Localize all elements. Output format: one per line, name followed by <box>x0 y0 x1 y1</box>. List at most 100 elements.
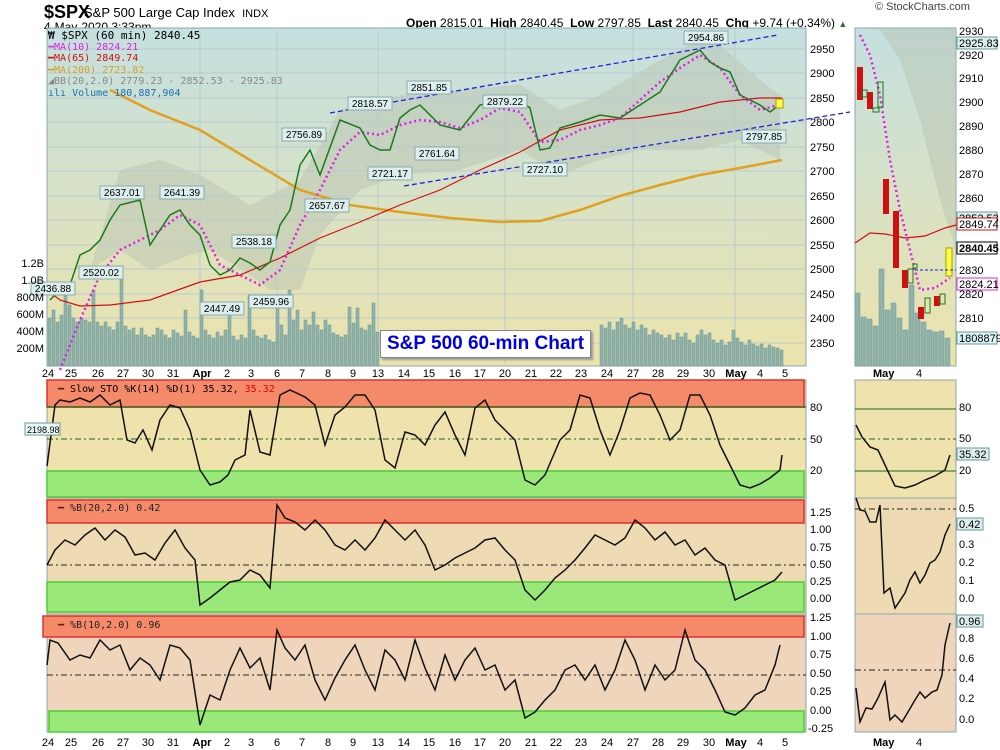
svg-text:0.8: 0.8 <box>959 633 974 645</box>
svg-text:6: 6 <box>274 368 280 380</box>
legend-volume: ılı Volume 180,887,904 <box>48 87 181 99</box>
legend-ma200: ━MA(200) 2723.82 <box>48 64 145 76</box>
svg-text:13: 13 <box>372 368 384 380</box>
svg-text:24: 24 <box>42 737 54 749</box>
svg-text:8: 8 <box>325 737 331 749</box>
svg-text:27: 27 <box>117 737 129 749</box>
svg-text:May: May <box>873 737 895 749</box>
svg-text:2700: 2700 <box>810 166 834 178</box>
svg-text:2650: 2650 <box>810 191 834 203</box>
svg-text:2860: 2860 <box>959 193 983 205</box>
svg-text:80: 80 <box>810 402 822 414</box>
svg-text:0.2: 0.2 <box>959 693 974 705</box>
svg-text:May: May <box>725 737 747 749</box>
svg-text:2761.64: 2761.64 <box>419 149 456 160</box>
svg-text:31: 31 <box>167 368 179 380</box>
svg-text:4: 4 <box>757 368 763 380</box>
svg-text:200M: 200M <box>16 343 44 355</box>
pb10-panel: ━ %B(10,2.0) 0.96 1.25 1.00 0.75 0.50 0.25… <box>42 612 833 735</box>
svg-text:7: 7 <box>299 737 305 749</box>
svg-text:400M: 400M <box>16 326 44 338</box>
svg-text:2447.49: 2447.49 <box>204 304 241 315</box>
svg-text:0.42: 0.42 <box>959 519 980 531</box>
svg-text:20: 20 <box>810 465 822 477</box>
svg-text:May: May <box>725 368 747 380</box>
svg-text:2870: 2870 <box>959 169 983 181</box>
svg-text:2: 2 <box>224 737 230 749</box>
svg-text:21: 21 <box>525 368 537 380</box>
up-triangle-icon: ▲ <box>838 19 848 29</box>
svg-text:2800: 2800 <box>810 117 834 129</box>
svg-text:2459.96: 2459.96 <box>253 297 290 308</box>
sto-label: ━ Slow STO %K(14) %D(1) 35.32, 35.32 <box>57 384 275 395</box>
svg-text:29: 29 <box>677 368 689 380</box>
svg-text:2920: 2920 <box>959 50 983 62</box>
bands-icon: ◢ <box>48 76 55 87</box>
svg-text:1.0B: 1.0B <box>21 275 44 287</box>
svg-text:0.4: 0.4 <box>959 673 974 685</box>
svg-text:2930: 2930 <box>959 26 983 38</box>
svg-text:2849.74: 2849.74 <box>959 219 999 231</box>
svg-text:14: 14 <box>398 368 410 380</box>
legend-price: ₩ $SPX (60 min) 2840.45 <box>48 29 201 42</box>
svg-text:27: 27 <box>627 368 639 380</box>
svg-text:Apr: Apr <box>193 368 213 380</box>
svg-text:0.0: 0.0 <box>959 593 974 605</box>
svg-text:15: 15 <box>423 368 435 380</box>
price-annotations: 2436.88 2637.01 2520.02 2641.39 2447.49 … <box>30 30 787 316</box>
svg-text:0.75: 0.75 <box>810 649 831 661</box>
svg-text:-0.25: -0.25 <box>808 723 833 735</box>
svg-text:23: 23 <box>575 737 587 749</box>
svg-text:30: 30 <box>703 737 715 749</box>
svg-text:27: 27 <box>627 737 639 749</box>
svg-text:2830: 2830 <box>959 265 983 277</box>
svg-text:20: 20 <box>499 368 511 380</box>
svg-text:2641.39: 2641.39 <box>164 188 201 199</box>
svg-text:1.00: 1.00 <box>810 524 831 536</box>
svg-text:0.00: 0.00 <box>810 705 831 717</box>
zoom-value-tags: 2925.83 2852.53 2849.74 2840.45 2824.21 … <box>956 36 1000 345</box>
svg-text:2350: 2350 <box>810 338 834 350</box>
svg-text:6: 6 <box>274 737 280 749</box>
svg-text:23: 23 <box>575 368 587 380</box>
svg-text:2824.21: 2824.21 <box>959 279 999 291</box>
svg-text:2721.17: 2721.17 <box>372 169 409 180</box>
svg-text:2520.02: 2520.02 <box>83 268 120 279</box>
svg-text:1.25: 1.25 <box>810 507 831 519</box>
svg-text:0.3: 0.3 <box>959 539 974 551</box>
svg-text:2900: 2900 <box>810 68 834 80</box>
svg-text:1808879: 1808879 <box>959 333 1000 345</box>
svg-text:4: 4 <box>916 368 922 380</box>
pb20-label: ━ %B(20,2.0) 0.42 <box>57 503 160 514</box>
svg-text:2810: 2810 <box>959 313 983 325</box>
svg-text:26: 26 <box>92 368 104 380</box>
svg-text:2840.45: 2840.45 <box>959 243 999 255</box>
svg-text:14: 14 <box>398 737 410 749</box>
svg-text:24: 24 <box>42 368 54 380</box>
svg-text:22: 22 <box>550 737 562 749</box>
svg-text:2797.85: 2797.85 <box>746 132 783 143</box>
sto-zoom-panel: 80 50 20 35.32 <box>854 379 990 499</box>
candlestick-icon: ₩ <box>48 29 55 42</box>
svg-text:0.50: 0.50 <box>810 668 831 680</box>
exchange: INDX <box>242 8 269 20</box>
svg-text:35.32: 35.32 <box>959 449 987 461</box>
svg-text:25: 25 <box>65 368 77 380</box>
svg-text:0.0: 0.0 <box>959 714 974 726</box>
svg-text:0.25: 0.25 <box>810 576 831 588</box>
svg-text:26: 26 <box>92 737 104 749</box>
svg-text:21: 21 <box>525 737 537 749</box>
svg-text:4: 4 <box>757 737 763 749</box>
svg-text:25: 25 <box>65 737 77 749</box>
svg-text:May: May <box>873 368 895 380</box>
svg-text:2756.89: 2756.89 <box>286 130 323 141</box>
svg-text:2198.98: 2198.98 <box>27 425 60 435</box>
chart-title: S&P 500 60-min Chart <box>380 330 592 358</box>
svg-text:600M: 600M <box>16 309 44 321</box>
pb20-panel: ━ %B(20,2.0) 0.42 1.25 1.00 0.75 0.50 0.25… <box>46 497 831 615</box>
svg-text:9: 9 <box>350 737 356 749</box>
svg-text:13: 13 <box>372 737 384 749</box>
legend-ma10: ╍MA(10) 2824.21 <box>48 41 139 53</box>
